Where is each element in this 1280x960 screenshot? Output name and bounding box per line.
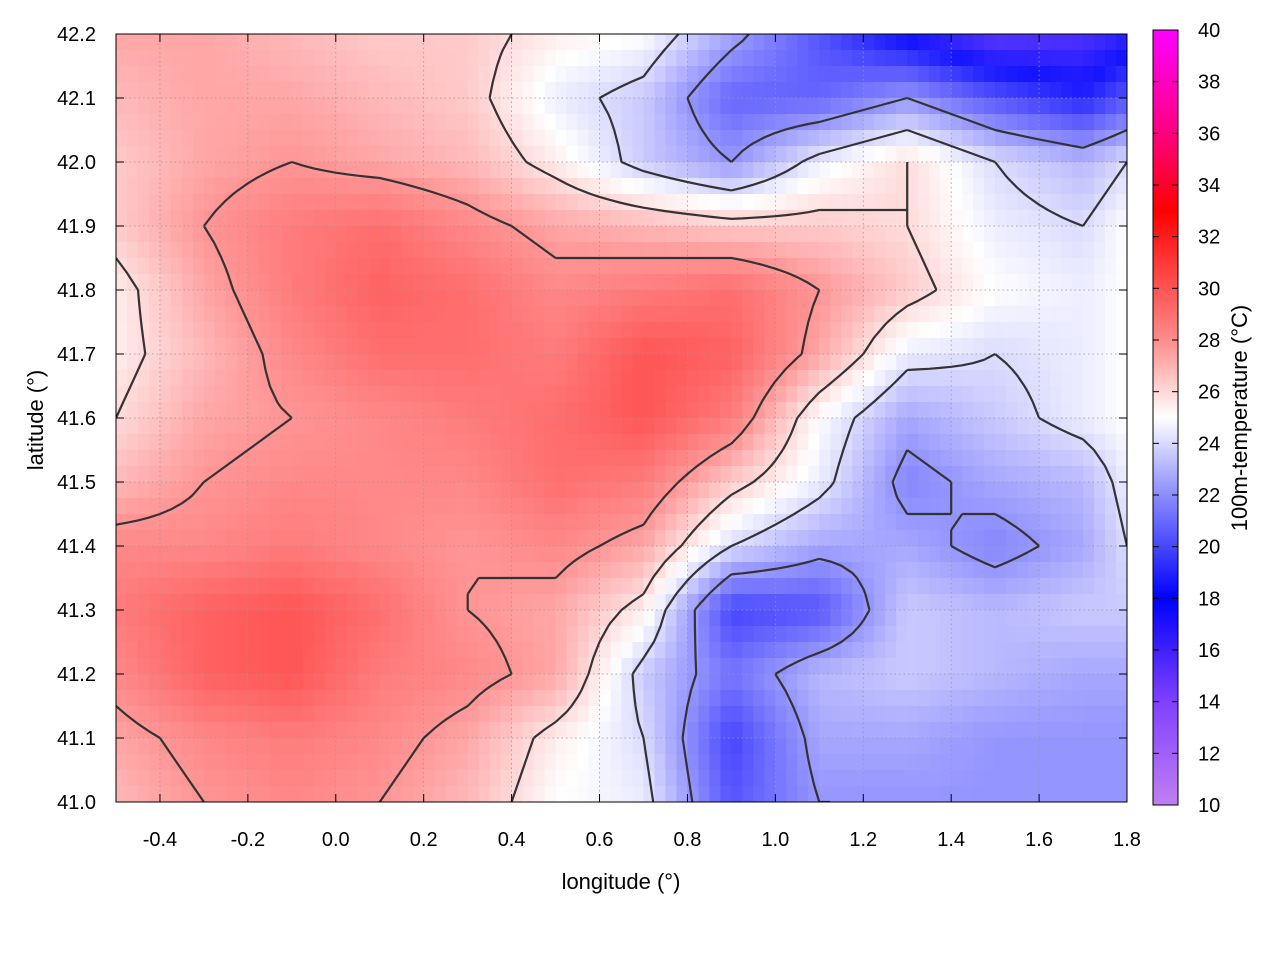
y-tick-label: 41.5 [57, 472, 96, 494]
y-tick-label: 42.2 [57, 24, 96, 46]
colorbar-tick-label: 20 [1198, 537, 1220, 559]
contour-line [116, 34, 938, 802]
y-tick-label: 42.1 [57, 88, 96, 110]
x-tick-label: 1.2 [849, 829, 877, 851]
colorbar-tick-label: 38 [1198, 72, 1220, 94]
x-tick-label: 0.8 [674, 829, 702, 851]
colorbar-tick-label: 30 [1198, 278, 1220, 300]
x-tick-label: 0.2 [410, 829, 438, 851]
y-axis-ticks: 41.0 41.1 41.2 41.3 41.4 41.5 41.6 41.7 41.8 41.9… [57, 24, 1127, 814]
x-tick-label: -0.2 [231, 829, 265, 851]
colorbar-tick-label: 26 [1198, 382, 1220, 404]
y-tick-label: 41.8 [57, 280, 96, 302]
colorbar-ticks: 10 12 14 16 18 20 22 24 26 28 30 32 34 36 38 40 [1153, 20, 1220, 817]
contour-line [116, 160, 821, 802]
colorbar-tick-label: 10 [1198, 795, 1220, 817]
colorbar-tick-label: 24 [1198, 433, 1220, 455]
colorbar [1152, 29, 1179, 806]
y-tick-label: 41.1 [57, 728, 96, 750]
colorbar-tick-label: 12 [1198, 743, 1220, 765]
colorbar-tick-label: 40 [1198, 20, 1220, 42]
colorbar-tick-label: 22 [1198, 485, 1220, 507]
y-tick-label: 41.0 [57, 792, 96, 814]
colorbar-tick-label: 16 [1198, 640, 1220, 662]
colorbar-label: 100m-temperature (°C) [1227, 305, 1252, 531]
y-tick-label: 41.2 [57, 664, 96, 686]
y-tick-label: 41.9 [57, 216, 96, 238]
y-tick-label: 42.0 [57, 152, 96, 174]
y-tick-label: 41.4 [57, 536, 96, 558]
x-tick-label: 1.6 [1025, 829, 1053, 851]
x-tick-label: 1.8 [1113, 829, 1141, 851]
y-tick-label: 41.7 [57, 344, 96, 366]
x-tick-label: 0.6 [586, 829, 614, 851]
y-tick-label: 41.3 [57, 600, 96, 622]
colorbar-tick-label: 14 [1198, 692, 1220, 714]
y-tick-label: 41.6 [57, 408, 96, 430]
x-tick-label: 1.4 [937, 829, 965, 851]
colorbar-tick-label: 18 [1198, 588, 1220, 610]
y-axis-label: latitude (°) [23, 370, 48, 471]
x-tick-label: -0.4 [143, 829, 177, 851]
colorbar-tick-label: 34 [1198, 175, 1220, 197]
x-tick-label: 0.0 [322, 829, 350, 851]
x-tick-label: 1.0 [761, 829, 789, 851]
x-tick-label: 0.4 [498, 829, 526, 851]
contour-line [681, 34, 1127, 802]
x-axis-ticks: -0.4 -0.2 0.0 0.2 0.4 0.6 0.8 1.0 1.2 1.4 1.6 1.8 [143, 34, 1141, 851]
colorbar-tick-label: 28 [1198, 330, 1220, 352]
contour-lines [116, 34, 1127, 802]
colorbar-tick-label: 36 [1198, 123, 1220, 145]
contour-line [598, 34, 1127, 802]
colorbar-tick-label: 32 [1198, 227, 1220, 249]
x-axis-label: longitude (°) [562, 869, 681, 894]
